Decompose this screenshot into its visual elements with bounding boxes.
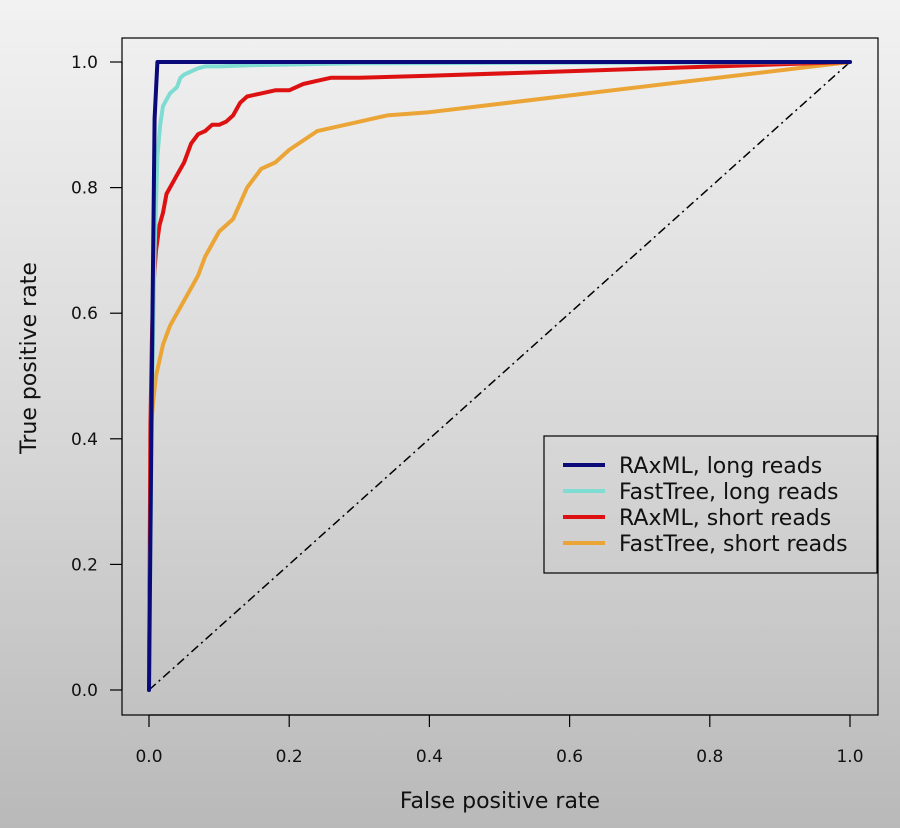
y-tick-label: 0.8 — [71, 179, 98, 199]
legend-label: RAxML, short reads — [619, 506, 831, 531]
y-axis: 0.0 0.2 0.4 0.6 0.8 1.0 — [71, 53, 123, 701]
y-tick-label: 0.4 — [71, 430, 98, 450]
legend-label: FastTree, short reads — [619, 532, 848, 557]
x-tick-label: 0.4 — [416, 747, 443, 767]
x-tick-label: 0.0 — [135, 747, 162, 767]
legend-label: RAxML, long reads — [619, 454, 822, 479]
y-tick-label: 1.0 — [71, 53, 98, 73]
x-axis-title: False positive rate — [400, 789, 600, 814]
series-line-raxml-long-reads — [147, 60, 852, 692]
y-tick-label: 0.2 — [71, 555, 98, 575]
legend-box — [543, 435, 878, 574]
series-layer — [147, 60, 852, 692]
y-tick-label: 0.0 — [71, 681, 98, 701]
y-axis-title: True positive rate — [17, 262, 42, 455]
x-axis: 0.0 0.2 0.4 0.6 0.8 1.0 — [135, 714, 864, 767]
series-line-fasttree-long-reads — [147, 60, 852, 692]
series-line-raxml-short-reads — [147, 60, 852, 692]
reference-diagonal-line — [148, 61, 851, 691]
x-tick-label: 0.6 — [556, 747, 583, 767]
y-tick-label: 0.6 — [71, 304, 98, 324]
x-tick-label: 0.8 — [696, 747, 723, 767]
x-tick-label: 1.0 — [836, 747, 863, 767]
series-line-fasttree-short-reads — [147, 60, 852, 692]
legend-label: FastTree, long reads — [619, 480, 839, 505]
x-tick-label: 0.2 — [276, 747, 303, 767]
